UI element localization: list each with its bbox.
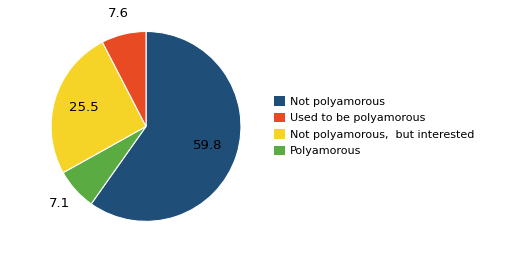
Text: 59.8: 59.8 (193, 140, 222, 152)
Wedge shape (51, 42, 146, 173)
Wedge shape (102, 31, 146, 126)
Wedge shape (91, 31, 241, 221)
Text: 25.5: 25.5 (70, 101, 99, 114)
Text: 7.1: 7.1 (49, 197, 71, 210)
Text: 7.6: 7.6 (108, 7, 129, 20)
Legend: Not polyamorous, Used to be polyamorous, Not polyamorous,  but interested, Polya: Not polyamorous, Used to be polyamorous,… (270, 93, 478, 160)
Wedge shape (63, 126, 146, 204)
